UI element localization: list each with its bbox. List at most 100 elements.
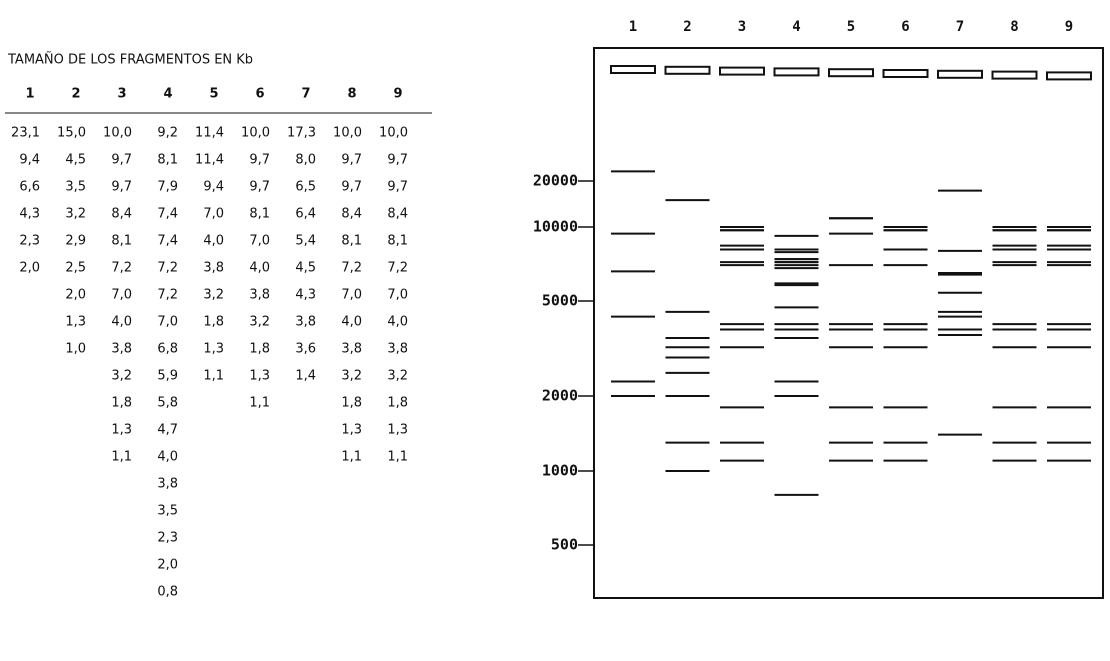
- fragment-size: 1,3: [249, 369, 270, 384]
- fragment-size: 11,4: [195, 153, 224, 168]
- well: [938, 71, 982, 78]
- fragment-size: 9,7: [249, 153, 270, 168]
- fragment-size: 2,0: [157, 558, 178, 573]
- fragment-size: 7,0: [157, 315, 178, 330]
- fragment-size: 4,5: [65, 153, 86, 168]
- fragment-size: 3,5: [157, 504, 178, 519]
- well: [775, 68, 819, 75]
- fragment-size: 9,4: [203, 180, 224, 195]
- lane-label: 8: [1010, 19, 1018, 35]
- fragment-size: 3,8: [203, 261, 224, 276]
- fragment-size: 8,1: [387, 234, 408, 249]
- fragment-size: 1,3: [111, 423, 132, 438]
- fragment-size: 4,5: [295, 261, 316, 276]
- fragment-size: 6,6: [19, 180, 40, 195]
- size-marker: 1000: [542, 462, 578, 480]
- fragment-size: 4,0: [157, 450, 178, 465]
- fragment-size: 7,9: [157, 180, 178, 195]
- fragment-size: 3,8: [111, 342, 132, 357]
- column-header: 3: [117, 87, 126, 102]
- lane-label: 4: [792, 19, 800, 35]
- fragment-size: 4,0: [387, 315, 408, 330]
- fragment-size: 9,7: [249, 180, 270, 195]
- fragment-size: 0,8: [157, 585, 178, 600]
- fragment-size: 1,1: [341, 450, 362, 465]
- fragment-size: 2,3: [19, 234, 40, 249]
- fragment-size: 9,7: [341, 153, 362, 168]
- fragment-size: 10,0: [333, 126, 362, 141]
- fragment-size: 9,2: [157, 126, 178, 141]
- fragment-size: 10,0: [241, 126, 270, 141]
- fragment-size: 9,7: [111, 180, 132, 195]
- fragment-size: 9,7: [111, 153, 132, 168]
- well: [1047, 72, 1091, 79]
- table-title: TAMAÑO DE LOS FRAGMENTOS EN Kb: [7, 52, 253, 68]
- fragment-size: 3,2: [111, 369, 132, 384]
- well: [611, 66, 655, 73]
- column-header: 7: [301, 87, 310, 102]
- fragment-size: 1,1: [111, 450, 132, 465]
- page: {"table": {"title": "TAMAÑO DE LOS FRAGM…: [0, 0, 1110, 657]
- fragment-size: 1,4: [295, 369, 316, 384]
- fragment-size: 9,7: [341, 180, 362, 195]
- lane-label: 2: [683, 19, 691, 35]
- fragment-size: 9,7: [387, 153, 408, 168]
- well: [884, 70, 928, 77]
- fragment-size: 1,3: [341, 423, 362, 438]
- fragment-size: 1,1: [387, 450, 408, 465]
- size-marker: 20000: [533, 172, 578, 190]
- lane-label: 3: [738, 19, 746, 35]
- column-header: 6: [255, 87, 264, 102]
- fragment-size: 4,0: [111, 315, 132, 330]
- size-marker: 5000: [542, 292, 578, 310]
- fragment-size: 3,8: [295, 315, 316, 330]
- fragment-size: 10,0: [379, 126, 408, 141]
- lane-label: 1: [629, 19, 637, 35]
- fragment-size: 5,8: [157, 396, 178, 411]
- well: [993, 72, 1037, 79]
- fragment-size: 8,1: [157, 153, 178, 168]
- fragment-size: 1,8: [111, 396, 132, 411]
- well: [829, 69, 873, 76]
- lane-label: 7: [956, 19, 964, 35]
- fragment-size: 7,0: [387, 288, 408, 303]
- fragment-size: 4,0: [203, 234, 224, 249]
- lane-label: 6: [901, 19, 909, 35]
- fragment-size: 6,4: [295, 207, 316, 222]
- fragment-size: 3,5: [65, 180, 86, 195]
- fragment-size: 4,0: [341, 315, 362, 330]
- column-header: 1: [25, 87, 34, 102]
- fragment-size: 7,0: [249, 234, 270, 249]
- fragment-size: 2,0: [65, 288, 86, 303]
- fragment-size: 3,8: [387, 342, 408, 357]
- lane-label: 9: [1065, 19, 1073, 35]
- fragment-size: 7,0: [203, 207, 224, 222]
- fragment-size: 3,6: [295, 342, 316, 357]
- fragment-size: 7,4: [157, 207, 178, 222]
- fragment-size: 1,3: [65, 315, 86, 330]
- fragment-size: 3,2: [387, 369, 408, 384]
- fragment-size: 1,8: [249, 342, 270, 357]
- fragment-size: 3,2: [65, 207, 86, 222]
- fragment-size: 2,5: [65, 261, 86, 276]
- fragment-size: 8,1: [111, 234, 132, 249]
- fragment-size: 1,1: [249, 396, 270, 411]
- fragment-size: 4,0: [249, 261, 270, 276]
- fragment-size: 11,4: [195, 126, 224, 141]
- fragment-size: 8,4: [387, 207, 408, 222]
- fragment-size: 10,0: [103, 126, 132, 141]
- fragment-size: 2,9: [65, 234, 86, 249]
- fragment-size: 9,7: [387, 180, 408, 195]
- fragment-size: 3,2: [249, 315, 270, 330]
- fragment-size: 3,8: [341, 342, 362, 357]
- figure: TAMAÑO DE LOS FRAGMENTOS EN Kb 123456789…: [0, 0, 1110, 657]
- fragment-size: 5,9: [157, 369, 178, 384]
- fragment-size: 3,2: [341, 369, 362, 384]
- fragment-size: 6,8: [157, 342, 178, 357]
- fragment-size: 7,0: [341, 288, 362, 303]
- fragment-size: 8,4: [341, 207, 362, 222]
- fragment-size: 23,1: [11, 126, 40, 141]
- fragment-size: 7,2: [111, 261, 132, 276]
- fragment-size: 8,0: [295, 153, 316, 168]
- fragment-size: 8,1: [249, 207, 270, 222]
